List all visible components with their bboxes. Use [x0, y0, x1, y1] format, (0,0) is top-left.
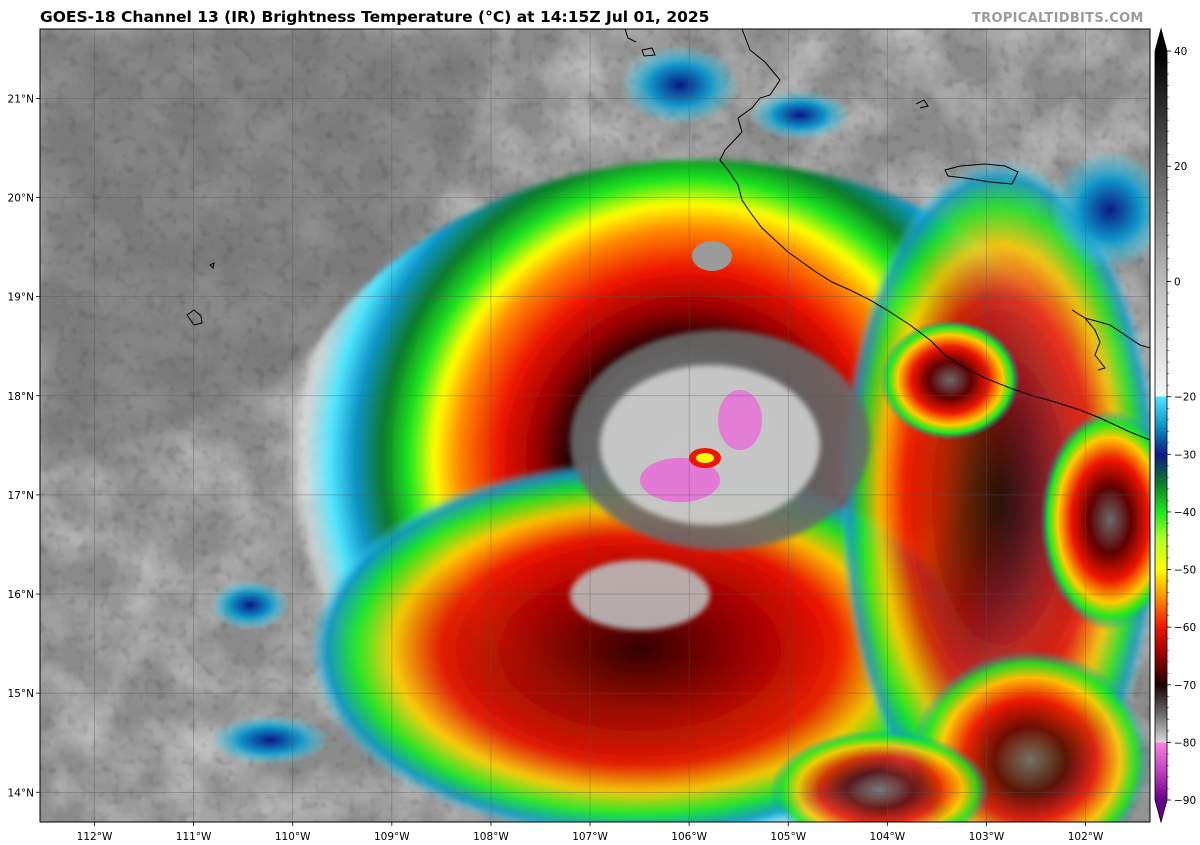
lat-tick-label: 15°N — [8, 688, 34, 700]
map-frame — [39, 28, 1151, 823]
lat-tick-label: 16°N — [8, 589, 34, 601]
colorbar-tick-label: −60 — [1174, 622, 1196, 634]
colorbar-scale — [1154, 27, 1168, 824]
colorbar-tick-label: −90 — [1174, 795, 1196, 807]
lon-tick-label: 111°W — [176, 831, 212, 843]
colorbar-tick-label: −20 — [1174, 392, 1196, 404]
lon-tick-label: 106°W — [671, 831, 707, 843]
storm-cloud-shield — [210, 45, 1150, 822]
colorbar-tick-label: −70 — [1174, 680, 1196, 692]
colorbar-ticks: 40 20 0 −20 −30 −40 −50 −60 −70 −80 −90 — [1167, 46, 1196, 807]
lon-tick-label: 107°W — [572, 831, 608, 843]
colorbar-tick-label: 40 — [1174, 46, 1187, 58]
colorbar-tick-label: 20 — [1174, 161, 1187, 173]
lon-tick-label: 102°W — [1068, 831, 1104, 843]
lat-tick-label: 14°N — [8, 787, 34, 799]
lon-tick-label: 103°W — [969, 831, 1005, 843]
lon-tick-label: 104°W — [870, 831, 906, 843]
colorbar-tick-label: −40 — [1174, 507, 1196, 519]
lon-tick-label: 110°W — [275, 831, 311, 843]
lat-tick-label: 19°N — [8, 292, 34, 304]
colorbar-tick-label: −80 — [1174, 737, 1196, 749]
lon-tick-label: 105°W — [770, 831, 806, 843]
lat-tick-label: 21°N — [8, 93, 34, 105]
graticule — [40, 29, 1150, 822]
lat-tick-label: 20°N — [8, 193, 34, 205]
lat-tick-label: 17°N — [8, 490, 34, 502]
coastlines — [186, 29, 1150, 441]
lon-tick-label: 108°W — [473, 831, 509, 843]
colorbar-tick-label: −30 — [1174, 449, 1196, 461]
lon-tick-label: 109°W — [374, 831, 410, 843]
lat-tick-label: 18°N — [8, 391, 34, 403]
imagery-layer — [40, 29, 1150, 822]
axis-ticks: 112°W 111°W 110°W 109°W 108°W 107°W 106°W 105°W… — [8, 93, 1104, 843]
colorbar-tick-label: 0 — [1174, 276, 1181, 288]
lon-tick-label: 112°W — [77, 831, 113, 843]
colorbar-tick-label: −50 — [1174, 565, 1196, 577]
temperature-colorbar: 40 20 0 −20 −30 −40 −50 −60 −70 −80 −90 — [1154, 27, 1196, 824]
source-credit: TROPICALTIDBITS.COM — [972, 11, 1144, 26]
map-title: GOES-18 Channel 13 (IR) Brightness Tempe… — [40, 8, 710, 26]
